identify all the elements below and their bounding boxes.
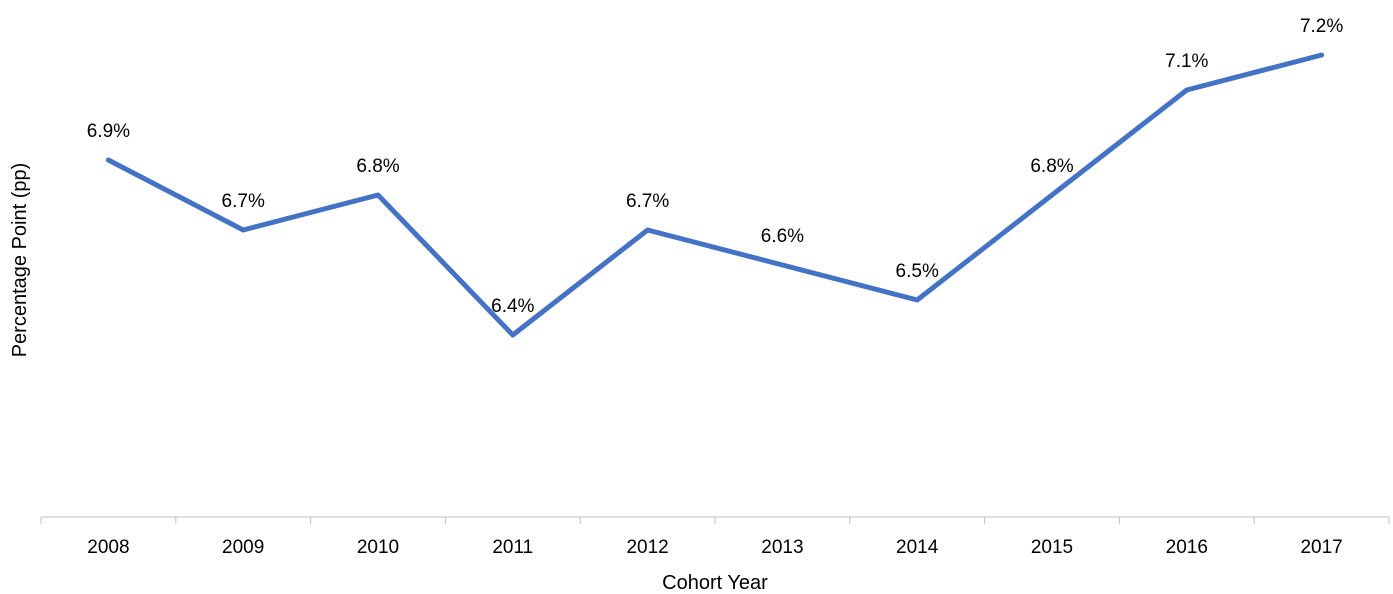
data-label: 6.6% (761, 226, 804, 247)
data-label: 6.8% (356, 156, 399, 177)
x-tick-label: 2016 (1166, 537, 1208, 558)
data-label: 6.5% (896, 261, 939, 282)
x-tick-label: 2013 (761, 537, 803, 558)
x-tick-label: 2009 (222, 537, 264, 558)
data-label: 7.1% (1165, 51, 1208, 72)
x-tick-label: 2011 (492, 537, 533, 558)
data-label: 6.8% (1030, 156, 1073, 177)
x-tick-label: 2017 (1300, 537, 1342, 558)
data-label: 6.7% (626, 191, 669, 212)
x-tick-label: 2015 (1031, 537, 1073, 558)
x-axis-tick-labels: 2008 2009 2010 2011 2012 2013 2014 2015 2016 2017 (87, 537, 1342, 558)
x-axis-title: Cohort Year (662, 572, 768, 594)
series-line (105, 52, 1325, 338)
x-tick-label: 2008 (87, 537, 129, 558)
data-label: 6.4% (491, 296, 534, 317)
y-axis-title: Percentage Point (pp) (9, 163, 31, 358)
x-tick-label: 2012 (626, 537, 668, 558)
data-label: 6.9% (87, 121, 130, 142)
x-tick-label: 2014 (896, 537, 939, 558)
data-labels: 6.9% 6.7% 6.8% 6.4% 6.7% 6.6% 6.5% 6.8% 7.1% 7.2% (87, 16, 1344, 317)
x-axis-ticks (40, 517, 1390, 524)
data-label: 7.2% (1300, 16, 1343, 37)
data-label: 6.7% (222, 191, 265, 212)
x-tick-label: 2010 (357, 537, 399, 558)
